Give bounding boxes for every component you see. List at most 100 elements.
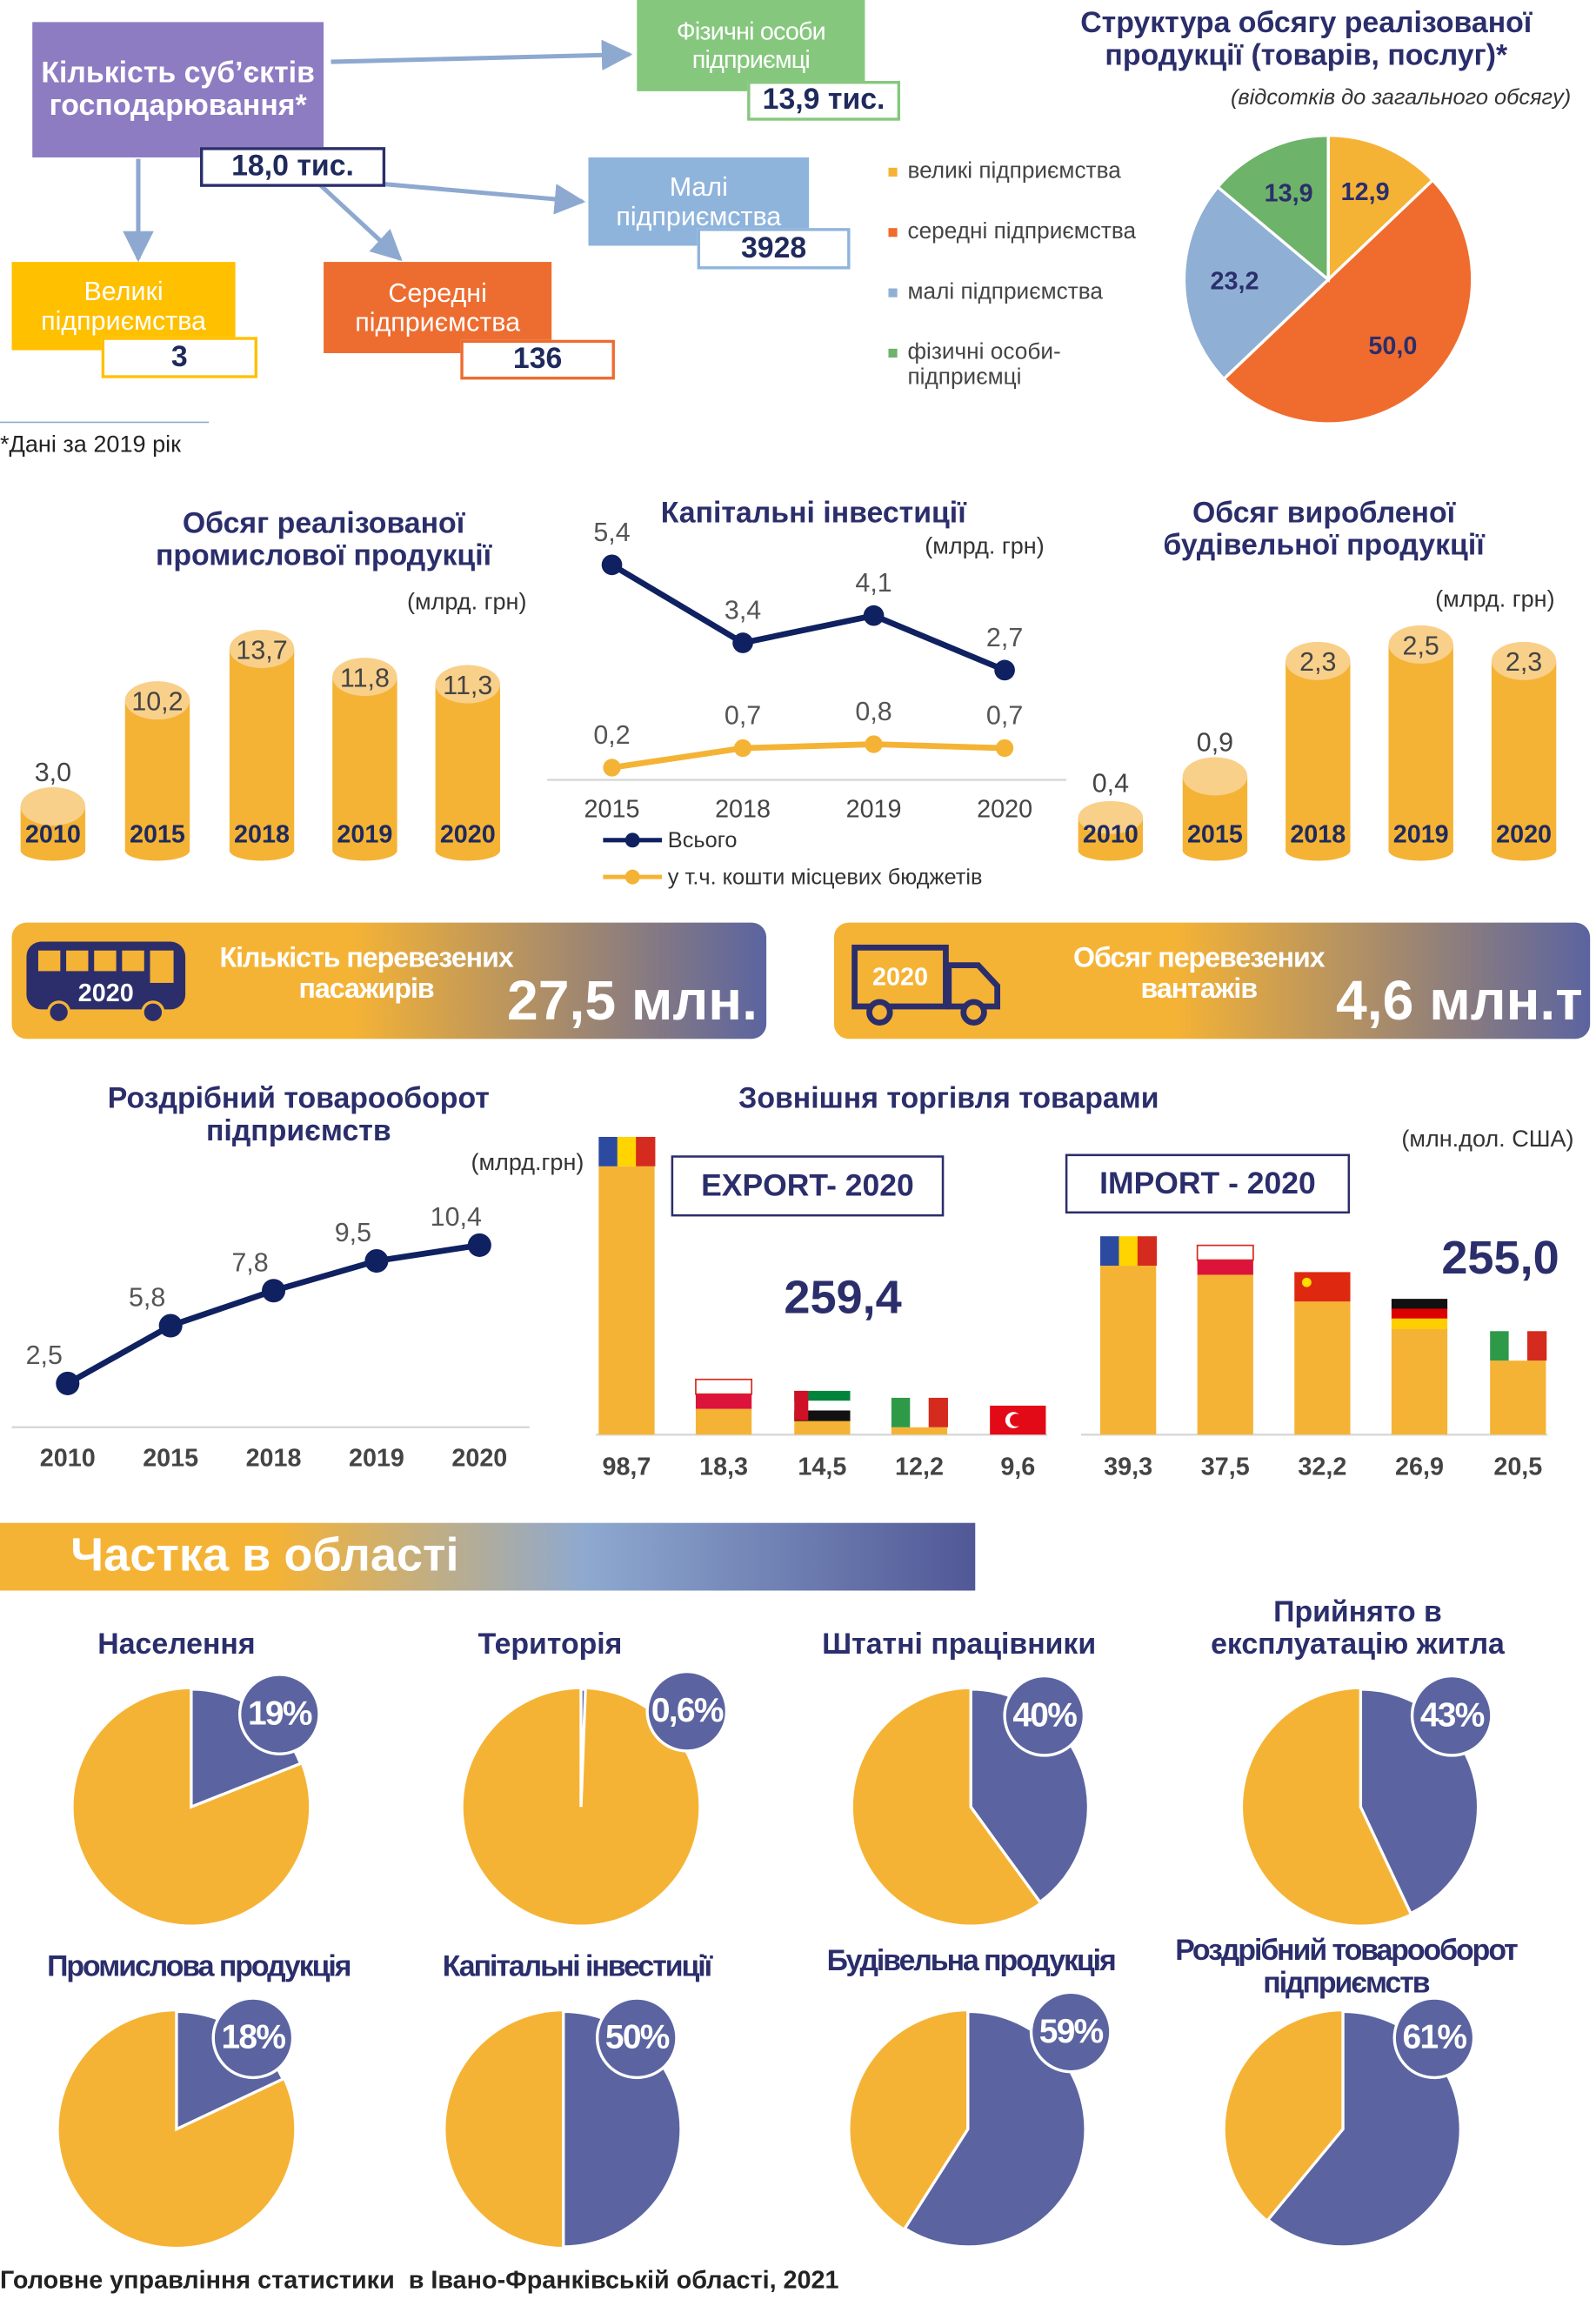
- legend-swatch: [888, 228, 898, 237]
- flag-stripe: [1197, 1260, 1253, 1275]
- bar-body: [1388, 644, 1453, 851]
- bar: [20, 786, 86, 861]
- x-tick-label: 2015: [584, 796, 640, 824]
- flag-stripe: [1196, 1244, 1254, 1261]
- legend-label: середні підприємства: [907, 219, 1137, 244]
- trade-box: [671, 1155, 945, 1217]
- data-label: 43%: [1420, 1696, 1485, 1734]
- chart-title: Роздрібний товарооборот підприємств: [1175, 1935, 1518, 2001]
- flag-stripe: [617, 1136, 638, 1167]
- truck-wheel: [960, 999, 987, 1026]
- bar: [1388, 625, 1453, 861]
- truck-icon: 2020: [851, 944, 1001, 1026]
- data-label: 2,5: [26, 1340, 63, 1370]
- pie-slice: [1182, 184, 1331, 382]
- flag-stripe: [1490, 1331, 1510, 1361]
- x-tick-label: 2020: [451, 1445, 507, 1473]
- x-tick-label: 2015: [1187, 820, 1243, 848]
- data-label: 5,4: [593, 518, 630, 547]
- bar: [229, 629, 295, 861]
- line-point: [995, 739, 1014, 758]
- data-label: 9,6: [1000, 1454, 1035, 1481]
- bar-top: [435, 665, 501, 704]
- bus-wheel: [141, 1000, 165, 1025]
- transport-label: Обсяг перевезених вантажів: [1073, 943, 1326, 1006]
- bus-window: [150, 950, 174, 983]
- data-label: 10,4: [431, 1202, 482, 1232]
- flag-stripe: [794, 1390, 809, 1421]
- value-badge: [645, 1669, 729, 1753]
- arrow: [331, 39, 633, 71]
- bar: [1100, 1236, 1158, 1435]
- line-point: [863, 605, 885, 626]
- data-label: 50%: [605, 2019, 670, 2056]
- large-label: Великі підприємства: [11, 262, 236, 351]
- chart-title: Територія: [477, 1628, 623, 1661]
- x-tick-label: 2019: [846, 796, 902, 824]
- value-badge: [595, 1996, 678, 2080]
- medium-label: Середні підприємства: [324, 262, 552, 353]
- legend-swatch: [888, 167, 898, 177]
- chart-subtitle: (млрд. грн): [925, 532, 1044, 558]
- flag-stripe: [1527, 1331, 1547, 1361]
- section-title: Частка в області: [70, 1529, 458, 1581]
- line-point: [865, 735, 883, 753]
- individuals-value: 13,9 тис.: [747, 81, 901, 121]
- line-series: [610, 562, 1006, 673]
- chart-subtitle: (млн.дол. США): [1401, 1126, 1573, 1152]
- data-label: 59%: [1039, 2013, 1104, 2050]
- bar-body: [598, 1166, 655, 1435]
- bar: [435, 665, 501, 861]
- chart-subtitle: (млрд. грн): [1435, 585, 1554, 612]
- transport-banner: [11, 922, 767, 1040]
- data-label: 12,2: [895, 1454, 944, 1481]
- x-tick-label: 2010: [40, 1445, 96, 1473]
- flag-stripe: [928, 1397, 948, 1427]
- data-label: 10,2: [131, 687, 183, 717]
- data-label: 37,5: [1201, 1454, 1250, 1481]
- flag-stripe: [891, 1397, 912, 1427]
- trade-box: [1065, 1153, 1351, 1214]
- note: *Дані за 2019 рік: [0, 432, 181, 458]
- line-point: [603, 759, 621, 777]
- value-badge: [211, 1996, 295, 2080]
- flag-stripe: [1100, 1236, 1120, 1267]
- data-label: 50,0: [1368, 332, 1417, 360]
- chart-title: Обсяг реалізованої промислової продукції: [155, 507, 492, 573]
- bar-body: [695, 1408, 752, 1435]
- line-point: [733, 739, 752, 758]
- legend-label: у т.ч. кошти місцевих бюджетів: [668, 866, 983, 890]
- transport-value: 4,6 млн.т: [1336, 971, 1583, 1033]
- x-tick-label: 2019: [337, 820, 392, 848]
- data-label: 2,3: [1506, 647, 1542, 677]
- value-badge: [1029, 1990, 1112, 2074]
- data-label: 9,5: [335, 1218, 371, 1247]
- bar-body: [1294, 1301, 1351, 1435]
- bar-top: [1388, 625, 1453, 664]
- x-tick-label: 2010: [25, 820, 81, 848]
- legend-label: малі підприємства: [907, 279, 1103, 305]
- data-label: 0,6%: [651, 1692, 724, 1729]
- data-label: 2,3: [1299, 647, 1336, 677]
- bar-body: [1491, 660, 1557, 851]
- data-label: 5,8: [129, 1283, 165, 1313]
- chart-title: Зовнішня торгівля товарами: [738, 1082, 1159, 1116]
- bar-body: [1285, 660, 1351, 851]
- pie-slice: [902, 2009, 1087, 2249]
- flag-stripe: [636, 1136, 656, 1167]
- bus-wheel: [47, 1000, 71, 1025]
- data-label: 13,7: [236, 635, 287, 665]
- legend-label: великі підприємства: [907, 158, 1121, 184]
- x-tick-label: 2015: [130, 820, 185, 848]
- bar: [332, 658, 397, 861]
- data-label: 14,5: [798, 1454, 846, 1481]
- bar-top: [1182, 757, 1248, 796]
- flag-field: [1294, 1272, 1351, 1302]
- x-tick-label: 2018: [715, 796, 771, 824]
- bar: [1285, 641, 1351, 861]
- x-tick-label: 2018: [246, 1445, 302, 1473]
- bar-top: [229, 629, 295, 668]
- bar-body: [1197, 1274, 1253, 1435]
- data-label: 40%: [1012, 1696, 1077, 1734]
